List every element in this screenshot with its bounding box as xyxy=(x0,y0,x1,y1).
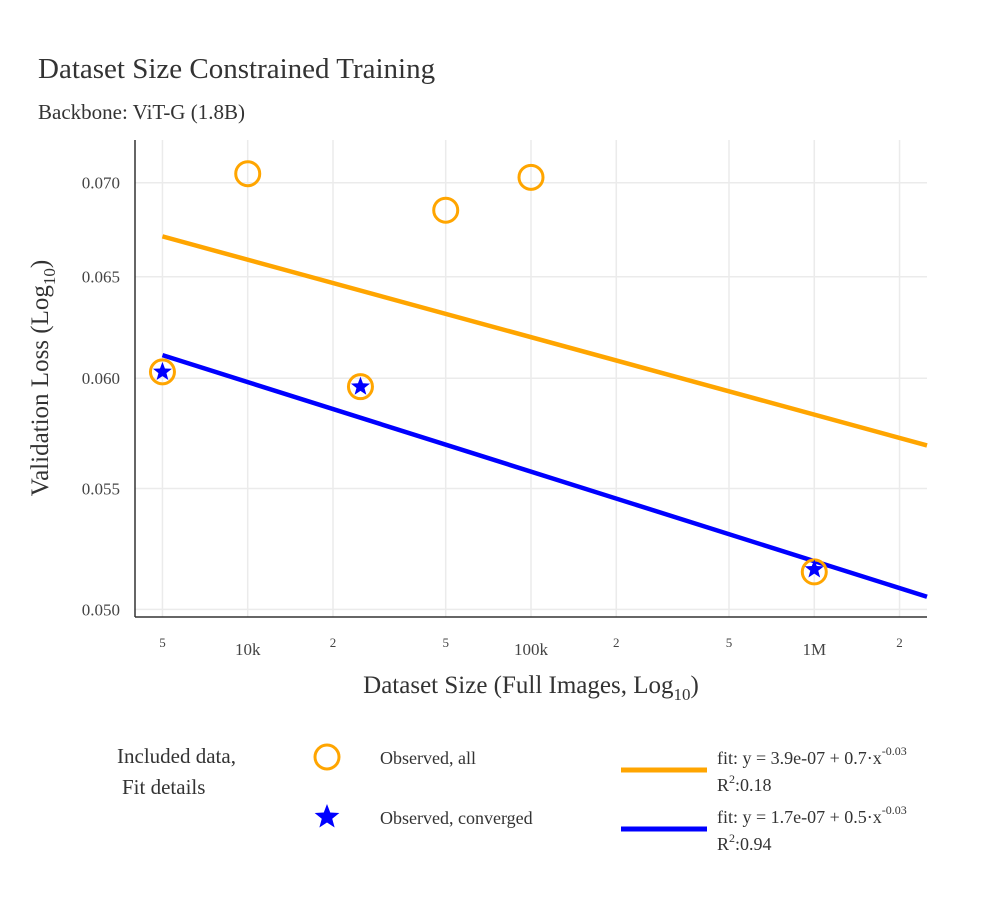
x-tick-label: 2 xyxy=(613,635,620,650)
fit-lines xyxy=(161,234,928,599)
point-observed-converged xyxy=(804,559,824,578)
point-observed-all xyxy=(148,358,176,386)
grid xyxy=(135,140,927,617)
point-observed-converged xyxy=(152,361,172,380)
x-tick-label: 2 xyxy=(330,635,337,650)
point-observed-all xyxy=(346,373,374,401)
x-tick-label: 5 xyxy=(442,635,449,650)
legend-fit-all-r2: R2:0.18 xyxy=(717,772,772,795)
point-observed-converged xyxy=(350,376,370,395)
chart-subtitle: Backbone: ViT-G (1.8B) xyxy=(38,100,245,124)
y-tick-label: 0.060 xyxy=(82,369,120,388)
legend: Included data, Fit details Observed, all… xyxy=(117,743,907,854)
y-axis-title: Validation Loss (Log10) xyxy=(27,260,59,496)
legend-fit-converged-r2: R2:0.94 xyxy=(717,831,772,854)
x-axis-title: Dataset Size (Full Images, Log10) xyxy=(363,672,699,704)
legend-fit-converged-equation: fit: y = 1.7e-07 + 0.5·x-0.03 xyxy=(717,803,907,827)
legend-star-marker xyxy=(314,804,340,828)
legend-label-all: Observed, all xyxy=(380,748,476,768)
y-tick-label: 0.065 xyxy=(82,268,120,287)
legend-fit-all-equation: fit: y = 3.9e-07 + 0.7·x-0.03 xyxy=(717,744,907,768)
x-tick-label: 1M xyxy=(802,640,826,659)
legend-circle-marker xyxy=(313,743,341,771)
x-tick-label: 100k xyxy=(514,640,549,659)
x-tick-label: 2 xyxy=(896,635,903,650)
legend-label-converged: Observed, converged xyxy=(380,808,533,828)
x-tick-labels: 5 10k 2 5 100k 2 5 1M 2 xyxy=(159,635,903,659)
x-tick-label: 5 xyxy=(159,635,166,650)
point-observed-all xyxy=(432,196,460,224)
x-tick-label: 10k xyxy=(235,640,261,659)
y-tick-label: 0.070 xyxy=(82,174,120,193)
y-tick-labels: 0.050 0.055 0.060 0.065 0.070 xyxy=(82,174,120,620)
y-tick-label: 0.050 xyxy=(82,600,120,619)
point-observed-all xyxy=(517,163,545,191)
fit-line xyxy=(161,353,928,599)
y-tick-label: 0.055 xyxy=(82,480,120,499)
fit-line xyxy=(161,234,928,448)
legend-heading-line2: Fit details xyxy=(122,775,205,799)
legend-heading-line1: Included data, xyxy=(117,744,236,768)
axes xyxy=(134,140,927,618)
point-observed-all xyxy=(234,160,262,188)
x-tick-label: 5 xyxy=(726,635,733,650)
data-points xyxy=(148,160,828,586)
chart-title: Dataset Size Constrained Training xyxy=(38,53,435,85)
